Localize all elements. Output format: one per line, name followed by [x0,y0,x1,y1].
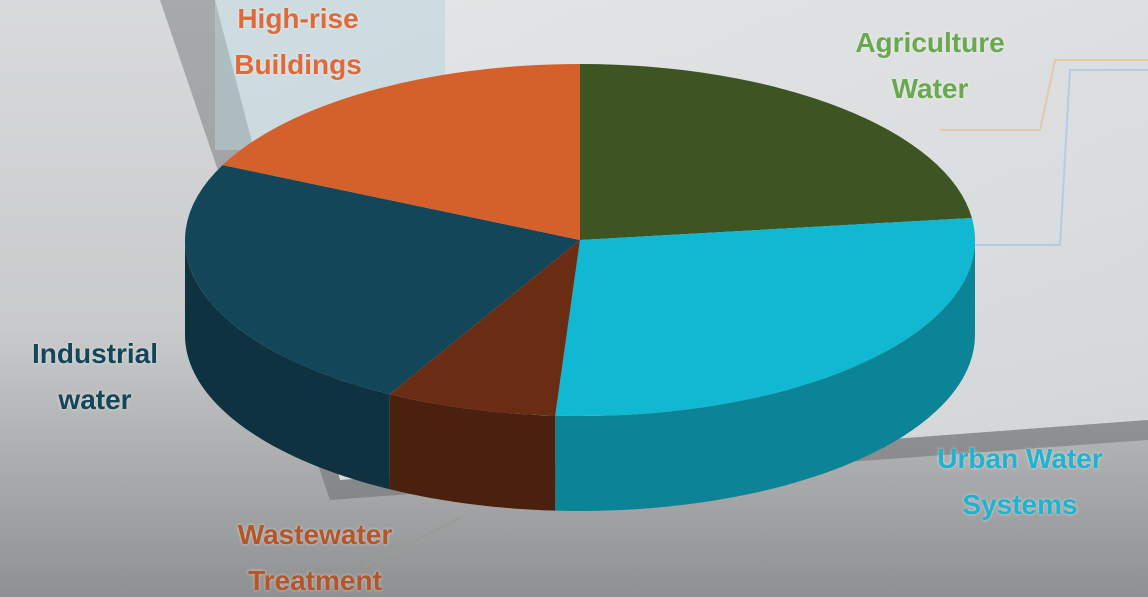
leader-line [364,516,461,568]
slice-side [555,240,975,511]
slice-label: Wastewater Treatment [237,519,393,596]
background-line [940,59,1148,131]
slice [555,217,975,416]
slice-label: Urban Water Systems [937,443,1103,520]
slice-label: Agriculture Water [855,27,1005,104]
slice [184,165,580,395]
slice [580,64,972,240]
slice-side [185,240,390,490]
slice-side [389,394,556,511]
slice [222,64,580,240]
slice-label: High-rise Buildings [234,3,362,80]
slice [389,240,580,416]
slice-label: Industrial water [31,338,158,415]
pie [184,64,975,511]
background-line [940,69,1148,246]
